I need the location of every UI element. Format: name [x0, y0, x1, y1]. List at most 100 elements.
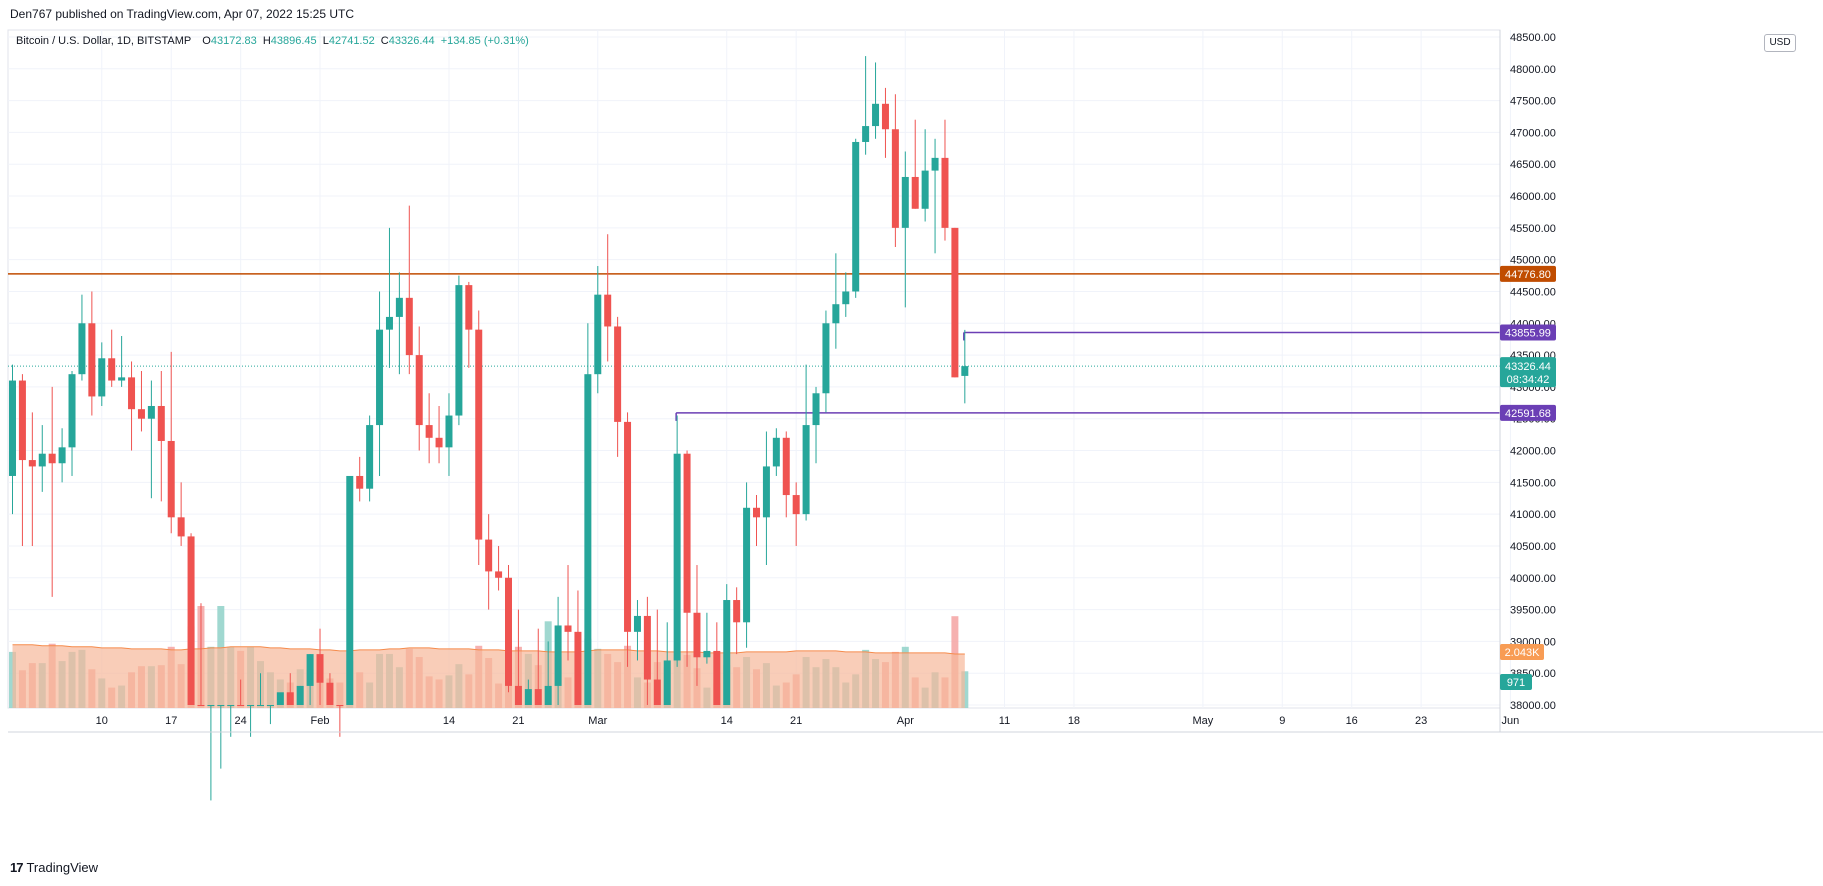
- candle-body: [951, 227, 959, 378]
- y-tick-label: 48500.00: [1510, 32, 1556, 44]
- candle-body: [703, 650, 711, 658]
- grid: [7, 29, 1511, 709]
- close-label: C: [380, 35, 389, 47]
- candle-body: [872, 103, 880, 127]
- volume-ma-area: [12, 644, 965, 708]
- y-tick-label: 45000.00: [1510, 255, 1556, 267]
- candle-body: [187, 536, 195, 705]
- candle-body: [445, 415, 453, 448]
- candle-body: [633, 615, 641, 632]
- candle-body: [217, 705, 225, 706]
- candle-body: [564, 625, 572, 632]
- candle-body: [405, 297, 413, 356]
- candle-body: [822, 323, 830, 394]
- close-value: 43326.44: [388, 35, 435, 47]
- candle-body: [356, 475, 364, 489]
- x-tick-label: May: [1193, 715, 1214, 727]
- candle-body: [366, 425, 374, 489]
- candle-body: [802, 425, 810, 515]
- last-price-tag: [1500, 357, 1556, 388]
- candle-body: [247, 705, 255, 706]
- candle-body: [38, 453, 46, 467]
- open-value: 43172.83: [210, 35, 257, 47]
- candle-body: [624, 421, 632, 632]
- candle-body: [901, 176, 909, 228]
- tradingview-logo[interactable]: 17 TradingView: [10, 860, 98, 875]
- x-tick-label: Feb: [311, 715, 330, 727]
- candle-body: [891, 129, 899, 228]
- y-tick-label: 46000.00: [1510, 191, 1556, 203]
- published-info: Den767 published on TradingView.com, Apr…: [10, 7, 355, 21]
- candle-body: [485, 539, 493, 572]
- candle-body: [643, 615, 651, 680]
- candle-body: [663, 660, 671, 705]
- candle-body: [385, 316, 393, 330]
- currency-button[interactable]: USD: [1764, 34, 1796, 52]
- candle-body: [911, 176, 919, 209]
- y-tick-label: 44500.00: [1510, 286, 1556, 298]
- candle-body: [237, 705, 245, 706]
- symbol-name[interactable]: Bitcoin / U.S. Dollar, 1D, BITSTAMP: [16, 35, 192, 47]
- y-tick-label: 41500.00: [1510, 477, 1556, 489]
- level-tag-label: 44776.80: [1505, 269, 1551, 281]
- candle-body: [177, 517, 185, 537]
- y-tick-label: 38000.00: [1510, 700, 1556, 712]
- candle-body: [336, 705, 344, 706]
- x-tick-label: 18: [1068, 715, 1080, 727]
- candle-body: [316, 654, 324, 683]
- candle-body: [326, 682, 334, 705]
- y-tick-label: 41000.00: [1510, 509, 1556, 521]
- candle-body: [961, 366, 969, 376]
- volume-ma: [12, 644, 965, 708]
- candle-body: [505, 577, 512, 686]
- candle-body: [425, 425, 433, 438]
- level-tag-upper-level: [1500, 324, 1556, 341]
- candle-body: [584, 374, 592, 705]
- candle-body: [544, 685, 552, 705]
- tradingview-logo-text: TradingView: [26, 860, 99, 875]
- candle-body: [157, 405, 165, 441]
- level-tag-lower-level: [1500, 404, 1556, 421]
- x-tick-label: 14: [721, 715, 733, 727]
- low-value: 42741.52: [328, 35, 375, 47]
- candle-body: [614, 326, 622, 422]
- x-tick-label: 16: [1346, 715, 1358, 727]
- low-label: L: [322, 35, 329, 47]
- candle-body: [554, 625, 562, 686]
- candle-body: [495, 571, 503, 578]
- volume-tag-label: 971: [1507, 677, 1525, 689]
- candle-body: [733, 600, 741, 623]
- candle-body: [772, 437, 780, 467]
- volume-tag: [1500, 674, 1532, 690]
- high-value: 43896.45: [270, 35, 317, 47]
- x-tick-label: 21: [512, 715, 524, 727]
- candle-body: [941, 157, 949, 228]
- y-tick-label: 46500.00: [1510, 159, 1556, 171]
- candle-body: [832, 304, 840, 324]
- candle-body: [128, 377, 136, 410]
- level-tag-resistance: [1500, 265, 1556, 282]
- candle-body: [78, 323, 86, 375]
- candle-body: [842, 291, 850, 305]
- x-tick-label: Jun: [1502, 715, 1520, 727]
- candle-body: [921, 170, 929, 209]
- candle-body: [723, 600, 731, 705]
- volume-tag: [1500, 644, 1544, 660]
- horizontal-levels[interactable]: [8, 273, 1500, 421]
- candle-body: [48, 453, 56, 464]
- x-tick-label: Apr: [897, 715, 914, 727]
- symbol-legend: Bitcoin / U.S. Dollar, 1D, BITSTAMP O431…: [16, 35, 532, 47]
- candle-body: [88, 323, 96, 397]
- candle-body: [395, 297, 403, 317]
- candle-body: [524, 689, 532, 705]
- x-tick-label: 21: [790, 715, 802, 727]
- y-tick-label: 42000.00: [1510, 446, 1556, 458]
- candle-body: [762, 466, 770, 518]
- candle-body: [18, 380, 26, 461]
- price-tags: 44776.80 43855.99 42591.68 43326.4408:34:42…: [1500, 265, 1556, 690]
- y-tick-label: 45500.00: [1510, 223, 1556, 235]
- candle-body: [534, 689, 542, 705]
- candle-body: [227, 705, 235, 706]
- y-tick-label: 47000.00: [1510, 127, 1556, 139]
